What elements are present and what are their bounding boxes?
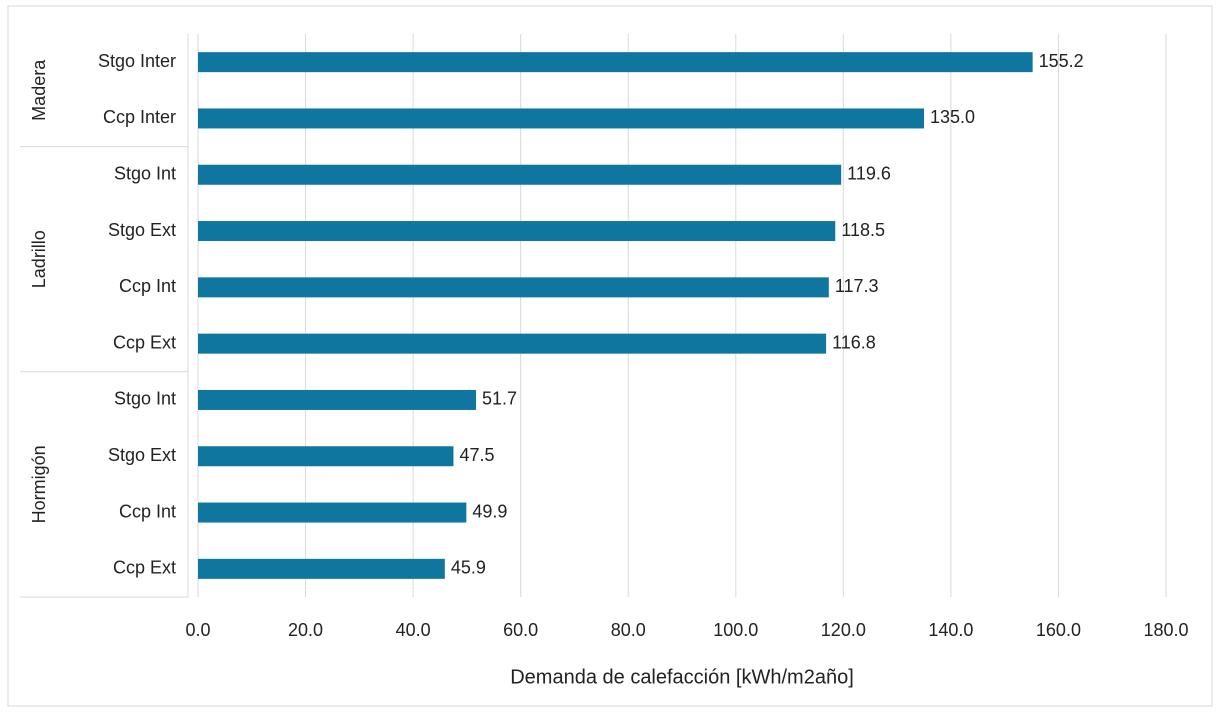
- y-tick-label: Ccp Ext: [113, 558, 176, 578]
- y-tick-label: Stgo Inter: [98, 51, 176, 71]
- x-tick-label: 180.0: [1143, 620, 1188, 640]
- bar: [198, 446, 454, 467]
- bar: [198, 333, 827, 354]
- y-tick-label: Ccp Inter: [103, 107, 176, 127]
- data-label: 118.5: [841, 220, 885, 240]
- data-label: 116.8: [832, 332, 876, 352]
- data-label: 155.2: [1039, 51, 1084, 71]
- y-tick-label: Ccp Int: [119, 276, 176, 296]
- bar: [198, 108, 924, 129]
- data-label: 135.0: [930, 107, 975, 127]
- group-label: Madera: [29, 59, 49, 121]
- data-label: 47.5: [459, 445, 494, 465]
- x-tick-label: 100.0: [713, 620, 758, 640]
- bar: [198, 558, 445, 579]
- x-tick-label: 80.0: [611, 620, 646, 640]
- x-tick-label: 0.0: [185, 620, 210, 640]
- group-label: Hormigón: [29, 445, 49, 523]
- data-label: 119.6: [847, 164, 891, 184]
- y-tick-label: Stgo Ext: [108, 445, 176, 465]
- x-tick-label: 40.0: [396, 620, 431, 640]
- x-tick-label: 20.0: [288, 620, 323, 640]
- bar: [198, 52, 1033, 73]
- y-tick-label: Stgo Ext: [108, 220, 176, 240]
- y-tick-label: Ccp Ext: [113, 332, 176, 352]
- y-tick-label: Ccp Int: [119, 501, 176, 521]
- data-label: 51.7: [482, 389, 517, 409]
- data-label: 45.9: [451, 558, 486, 578]
- x-axis-title: Demanda de calefacción [kWh/m2año]: [510, 666, 854, 688]
- data-label: 117.3: [835, 276, 879, 296]
- bar: [198, 389, 477, 410]
- group-label: Ladrillo: [29, 230, 49, 288]
- data-label: 49.9: [472, 501, 507, 521]
- bar: [198, 502, 467, 523]
- x-tick-label: 140.0: [928, 620, 973, 640]
- y-tick-label: Stgo Int: [114, 389, 176, 409]
- x-tick-label: 60.0: [503, 620, 538, 640]
- y-tick-label: Stgo Int: [114, 164, 176, 184]
- x-tick-label: 120.0: [821, 620, 866, 640]
- bar: [198, 164, 842, 185]
- x-tick-label: 160.0: [1036, 620, 1081, 640]
- bar: [198, 221, 836, 242]
- bar: [198, 277, 829, 298]
